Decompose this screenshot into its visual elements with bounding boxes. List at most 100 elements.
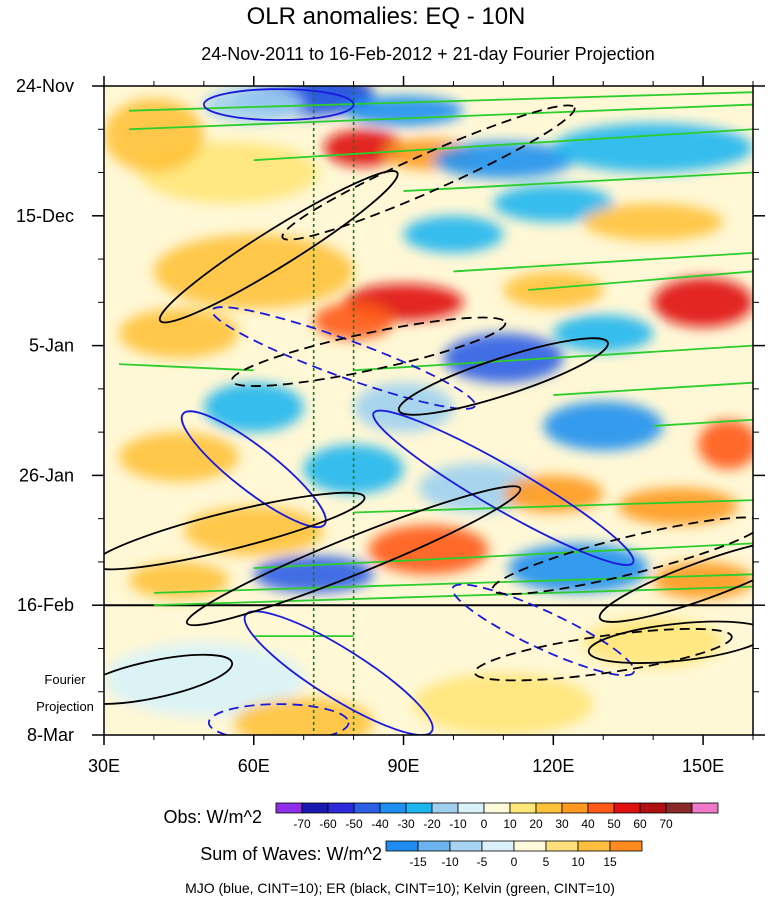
colorbar-swatch (665, 802, 693, 814)
kelvin-contour (353, 344, 753, 372)
er-contour (185, 485, 522, 627)
anomaly-blob (653, 561, 753, 600)
colorbar-swatch (691, 802, 719, 814)
mjo-contour (207, 703, 350, 735)
colorbar-swatch (405, 802, 433, 814)
waves-colorbar-label: Sum of Waves: W/m^2 (200, 844, 382, 864)
kelvin-contour (553, 381, 753, 396)
anomaly-blob (543, 401, 664, 451)
colorbar-tick-label: 10 (571, 855, 585, 869)
kelvin-contour (253, 542, 753, 570)
plot-frame (103, 85, 754, 736)
colorbar-tick-label: -50 (345, 817, 363, 831)
kelvin-contour (128, 103, 753, 131)
anomaly-blob (323, 129, 404, 167)
colorbar-swatch (431, 802, 459, 814)
colorbar-tick-label: -10 (441, 855, 459, 869)
colorbar-tick-label: -20 (423, 817, 441, 831)
colorbar-swatch (353, 802, 381, 814)
obs-colorbar: -70 -60 -50 -40 -30 -20 -10 0 10 20 30 40 50 60 70 (275, 802, 719, 831)
colorbar-tick-label: -40 (371, 817, 389, 831)
anomaly-blob (203, 86, 304, 124)
anomaly-blob (583, 203, 724, 241)
er-contour (104, 653, 234, 705)
anomaly-blob (368, 524, 489, 575)
colorbar-swatch (613, 802, 641, 814)
x-tick-label: 120E (532, 756, 574, 776)
y-tick-label: 5-Jan (29, 336, 74, 356)
er-contour (587, 620, 753, 664)
colorbar-swatch (639, 802, 667, 814)
anomaly-blob (403, 215, 504, 253)
colorbar-swatch (587, 802, 615, 814)
colorbar-tick-label: 70 (659, 817, 673, 831)
waves-colorbar: -15 -10 -5 0 5 10 15 (385, 840, 643, 869)
colorbar-swatch (545, 840, 579, 852)
colorbar-tick-label: 0 (511, 855, 518, 869)
er-contour (104, 491, 366, 571)
colorbar-swatch (301, 802, 329, 814)
anomaly-blob (553, 314, 654, 352)
colorbar-tick-label: -10 (449, 817, 467, 831)
colorbar-swatch (483, 802, 511, 814)
anomaly-blob (413, 673, 594, 735)
colorbar-tick-label: -5 (477, 855, 488, 869)
colorbar-tick-label: -30 (397, 817, 415, 831)
anomaly-blob (618, 487, 739, 525)
plot-area (104, 86, 753, 735)
x-tick-label: 60E (238, 756, 270, 776)
kelvin-contour (153, 573, 753, 594)
colorbar-swatch (561, 802, 589, 814)
x-tick-label: 90E (388, 756, 420, 776)
colorbar-tick-label: 60 (633, 817, 647, 831)
anomaly-blob (503, 475, 604, 513)
colorbar-tick-label: -70 (293, 817, 311, 831)
anomaly-blob (583, 617, 724, 668)
anomaly-blob (203, 382, 304, 433)
colorbar-tick-label: 20 (529, 817, 543, 831)
y-tick-label: 8-Mar (27, 725, 74, 745)
colorbar-tick-label: 30 (555, 817, 569, 831)
colorbar-swatch (417, 840, 451, 852)
anomaly-blob (303, 444, 404, 494)
chart-title: OLR anomalies: EQ - 10N (247, 3, 526, 30)
er-contour (158, 170, 399, 324)
kelvin-contour (528, 270, 753, 291)
chart-subtitle: 24-Nov-2011 to 16-Feb-2012 + 21-day Four… (201, 44, 654, 64)
anomaly-blob (104, 98, 204, 173)
colorbar-swatch (513, 840, 547, 852)
er-contour (230, 316, 507, 387)
mjo-contour (451, 583, 636, 677)
er-contour (598, 538, 753, 623)
y-tick-label: 15-Dec (16, 206, 74, 226)
colorbar-tick-label: -15 (409, 855, 427, 869)
colorbar-swatch (509, 802, 537, 814)
anomaly-blob (233, 697, 374, 735)
colorbar-swatch (577, 840, 611, 852)
colorbar-swatch (535, 802, 563, 814)
colorbar-swatch (481, 840, 515, 852)
y-tick-label: 26-Jan (19, 465, 74, 485)
anomaly-blob (183, 506, 324, 556)
kelvin-contour (153, 585, 753, 607)
colorbar-swatch (275, 802, 303, 814)
anomaly-blob (118, 432, 239, 482)
colorbar-swatch (385, 840, 419, 852)
colorbar-swatch (449, 840, 483, 852)
anomaly-blob (433, 141, 574, 179)
kelvin-contour (403, 171, 753, 192)
colorbar-tick-label: 40 (581, 817, 595, 831)
colorbar-swatch (327, 802, 355, 814)
y-tick-label: 16-Feb (17, 595, 74, 615)
colorbar-tick-label: -60 (319, 817, 337, 831)
anomaly-blob (503, 271, 604, 309)
colorbar-swatch (609, 840, 643, 852)
anomaly-blob (128, 561, 229, 600)
projection-label-line1: Fourier (44, 672, 86, 687)
mjo-contour (372, 409, 635, 566)
y-tick-label: 24-Nov (16, 76, 74, 96)
er-contour (397, 337, 609, 416)
mjo-contour (202, 88, 355, 121)
anomaly-blob (698, 419, 753, 470)
